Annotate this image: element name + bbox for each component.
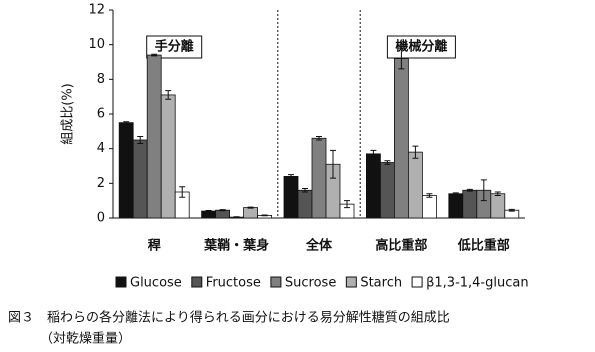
bar [215, 209, 231, 219]
legend-swatch [411, 276, 423, 288]
error-bar [384, 160, 391, 165]
error-bar [123, 121, 130, 125]
bar [311, 137, 327, 219]
error-bar [452, 192, 459, 196]
x-tick-label: 葉鞘・葉身 [203, 238, 269, 254]
bar [490, 193, 506, 219]
x-tick-label: 稈 [148, 239, 161, 254]
error-bar [219, 209, 226, 212]
legend-swatch [345, 276, 357, 288]
error-bar [344, 200, 350, 209]
bar [118, 122, 134, 219]
y-tick-label: 10 [88, 37, 105, 52]
bar [243, 207, 259, 219]
annotation-box [386, 35, 456, 59]
error-bar [247, 206, 254, 209]
annotation-box [146, 35, 203, 59]
y-axis-title: 組成比(%) [61, 83, 76, 145]
y-tick-label: 8 [97, 72, 105, 87]
error-bar [205, 210, 212, 213]
bar [448, 193, 464, 219]
error-bar [412, 145, 419, 159]
error-bar [179, 186, 186, 198]
caption-sub: （対乾燥重量） [40, 331, 131, 347]
bar [379, 162, 395, 219]
bar [160, 94, 176, 219]
error-bar [398, 47, 405, 70]
caption: 図３ 稲わらの各分離法により得られる画分における易分解性糖質の組成比 [8, 310, 450, 326]
annotation: 手分離 [155, 39, 194, 55]
legend-label: β1,3-1,4-glucan [426, 276, 528, 291]
error-bar [330, 149, 336, 179]
legend-swatch [270, 276, 282, 288]
error-bar [151, 53, 158, 57]
legend-label: Glucose [130, 276, 182, 291]
bar [201, 210, 217, 219]
bar [407, 151, 423, 219]
bar [421, 195, 437, 219]
y-tick-label: 2 [97, 176, 105, 191]
error-bar [370, 149, 377, 158]
error-bar [508, 208, 515, 212]
y-tick-label: 6 [97, 107, 105, 122]
error-bar [302, 188, 308, 193]
error-bar [494, 191, 501, 196]
legend-swatch [191, 276, 203, 288]
x-tick-label: 高比重部 [375, 238, 427, 254]
legend-label: Starch [360, 276, 402, 291]
error-bar [316, 136, 322, 141]
bar [365, 153, 381, 219]
bar [146, 54, 162, 219]
x-tick-label: 低比重部 [457, 238, 510, 254]
legend-label: Fructose [206, 276, 261, 291]
bar [283, 175, 299, 219]
error-bar [137, 136, 144, 144]
error-bar [165, 90, 172, 100]
legend-swatch [115, 276, 127, 288]
error-bar [261, 214, 268, 217]
error-bar [233, 216, 240, 218]
y-tick-label: 12 [88, 3, 105, 18]
bar [297, 189, 313, 219]
bar [462, 189, 478, 219]
bar [393, 58, 409, 219]
y-tick-label: 0 [97, 211, 105, 226]
bar [132, 139, 148, 219]
error-bar [480, 179, 487, 202]
x-tick-label: 全体 [305, 238, 333, 254]
y-tick-label: 4 [97, 141, 105, 156]
error-bar [288, 174, 294, 179]
legend-label: Sucrose [285, 276, 336, 291]
error-bar [426, 193, 433, 198]
annotation: 機械分離 [395, 39, 447, 55]
error-bar [466, 188, 473, 192]
